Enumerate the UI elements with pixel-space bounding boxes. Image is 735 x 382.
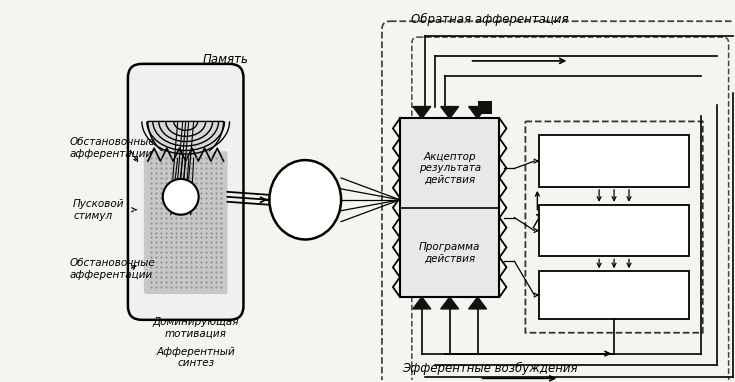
Text: λ: λ [532, 214, 542, 231]
Text: Обстановочные
афферентации: Обстановочные афферентации [69, 138, 155, 159]
Ellipse shape [269, 160, 341, 240]
Text: Обратная афферентация: Обратная афферентация [411, 13, 568, 26]
Polygon shape [469, 107, 487, 118]
FancyBboxPatch shape [128, 64, 243, 320]
Text: Принятие
решения: Принятие решения [279, 189, 332, 210]
Bar [400, 118, 500, 297]
Text: Обстановочные
афферентации: Обстановочные афферентации [69, 259, 155, 280]
Bar [539, 205, 689, 256]
Text: Эфферентные возбуждения: Эфферентные возбуждения [402, 362, 578, 375]
Polygon shape [441, 297, 459, 309]
Polygon shape [469, 297, 487, 309]
FancyBboxPatch shape [144, 151, 228, 294]
Bar [539, 135, 689, 187]
Text: Акцептор
результата
действия: Акцептор результата действия [419, 152, 481, 185]
Text: Афферентный
синтез: Афферентный синтез [157, 347, 235, 368]
Text: Действие: Действие [588, 290, 640, 300]
Text: Пусковой
стимул: Пусковой стимул [73, 199, 125, 220]
Polygon shape [413, 107, 431, 118]
Text: Память: Память [203, 53, 248, 66]
Text: Доминирующая
mотивация: Доминирующая mотивация [152, 317, 239, 338]
Wedge shape [148, 121, 223, 159]
Polygon shape [413, 297, 431, 309]
Text: результат
действия: результат действия [587, 220, 642, 241]
Text: Параметры
результата: Параметры результата [583, 150, 645, 172]
Polygon shape [441, 107, 459, 118]
Circle shape [162, 179, 198, 215]
Bar [478, 100, 492, 115]
Bar [539, 271, 689, 319]
Text: Программа
действия: Программа действия [419, 241, 481, 263]
